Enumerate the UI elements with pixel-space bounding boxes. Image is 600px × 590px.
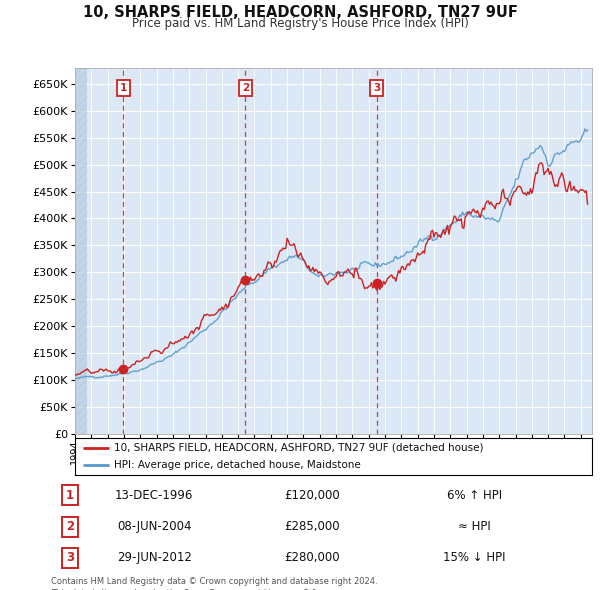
Text: 08-JUN-2004: 08-JUN-2004	[117, 520, 191, 533]
Text: 2: 2	[66, 520, 74, 533]
Text: 1: 1	[66, 489, 74, 502]
Text: HPI: Average price, detached house, Maidstone: HPI: Average price, detached house, Maid…	[114, 460, 361, 470]
Point	[241, 276, 250, 285]
Text: 29-JUN-2012: 29-JUN-2012	[117, 551, 191, 564]
Text: 3: 3	[373, 83, 380, 93]
Polygon shape	[75, 68, 87, 434]
Text: Contains HM Land Registry data © Crown copyright and database right 2024.
This d: Contains HM Land Registry data © Crown c…	[51, 577, 377, 590]
Text: 13-DEC-1996: 13-DEC-1996	[115, 489, 193, 502]
Text: 3: 3	[66, 551, 74, 564]
Text: Price paid vs. HM Land Registry's House Price Index (HPI): Price paid vs. HM Land Registry's House …	[131, 17, 469, 30]
Point	[118, 365, 128, 374]
Text: £280,000: £280,000	[284, 551, 340, 564]
Text: 1: 1	[119, 83, 127, 93]
Text: 2: 2	[242, 83, 249, 93]
Text: £285,000: £285,000	[284, 520, 340, 533]
Text: 10, SHARPS FIELD, HEADCORN, ASHFORD, TN27 9UF: 10, SHARPS FIELD, HEADCORN, ASHFORD, TN2…	[83, 5, 517, 19]
Text: ≈ HPI: ≈ HPI	[458, 520, 491, 533]
Point	[372, 278, 382, 288]
Text: 15% ↓ HPI: 15% ↓ HPI	[443, 551, 506, 564]
Text: 6% ↑ HPI: 6% ↑ HPI	[447, 489, 502, 502]
Text: 10, SHARPS FIELD, HEADCORN, ASHFORD, TN27 9UF (detached house): 10, SHARPS FIELD, HEADCORN, ASHFORD, TN2…	[114, 442, 483, 453]
Text: £120,000: £120,000	[284, 489, 340, 502]
